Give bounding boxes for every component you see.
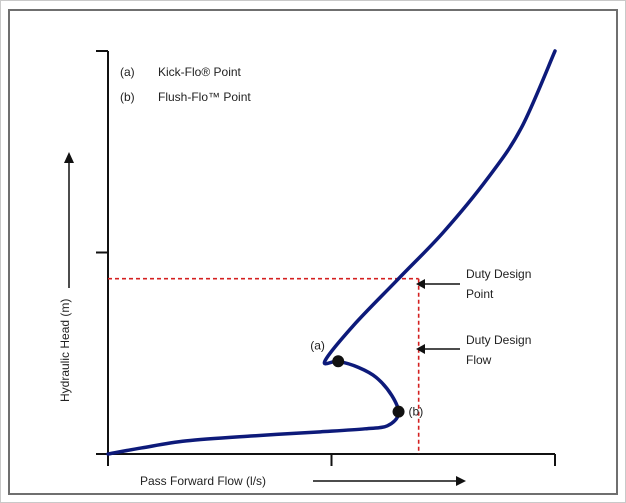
marker-a: [332, 355, 345, 368]
markers: (a) (b): [310, 338, 423, 418]
duty-flow-label-line1: Duty Design: [466, 333, 531, 347]
axis-labels: Pass Forward Flow (l/s) Hydraulic Head (…: [58, 152, 466, 488]
marker-label-a: (a): [310, 338, 325, 352]
series-line: [106, 49, 557, 456]
duty-flow-arrowhead: [416, 344, 425, 354]
duty-point-arrowhead: [416, 279, 425, 289]
marker-label-b: (b): [409, 405, 424, 419]
x-axis-label: Pass Forward Flow (l/s): [140, 474, 266, 488]
legend-label-b: Flush-Flo™ Point: [158, 90, 251, 104]
x-axis-label-arrowhead: [456, 476, 466, 486]
marker-b: [392, 405, 405, 418]
duty-guides: [108, 277, 420, 454]
legend-label-a: Kick-Flo® Point: [158, 65, 242, 79]
legend-marker-b: (b): [120, 90, 135, 104]
y-axis-label-arrowhead: [64, 152, 74, 163]
chart-panel: [8, 9, 618, 495]
ticks: [96, 50, 556, 466]
axes: [100, 51, 555, 455]
legend-marker-a: (a): [120, 65, 135, 79]
duty-point-label-line2: Point: [466, 287, 494, 301]
duty-flow-label-line2: Flow: [466, 353, 492, 367]
annotations: Duty Design Point Duty Design Flow: [416, 267, 531, 367]
duty-point-label-line1: Duty Design: [466, 267, 531, 281]
y-axis-label: Hydraulic Head (m): [58, 299, 72, 402]
legend: (a) Kick-Flo® Point (b) Flush-Flo™ Point: [120, 65, 251, 104]
